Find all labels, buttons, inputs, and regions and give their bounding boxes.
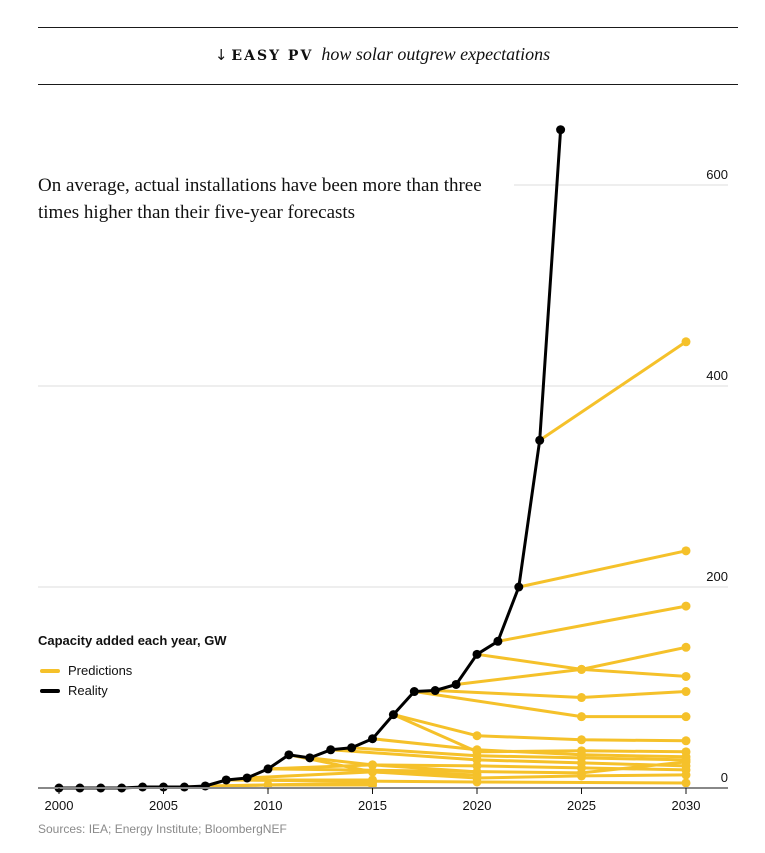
prediction-line-2008 (224, 778, 688, 785)
reality-point-2007 (200, 781, 210, 791)
legend-item-predictions: Predictions (40, 663, 132, 678)
header-subtitle: how solar outgrew expectations (321, 44, 551, 64)
legend-item-reality: Reality (40, 683, 108, 698)
reality-point-2005 (159, 782, 168, 792)
reality-point-2010 (263, 764, 273, 774)
prediction-point (681, 712, 691, 722)
prediction-line-2021 (496, 604, 688, 643)
reality-point-2023 (535, 435, 545, 445)
reality-point-2012 (305, 753, 315, 763)
prediction-line-2016 (391, 713, 688, 754)
chart-headline: On average, actual installations have be… (38, 172, 514, 226)
reality-point-2021 (493, 636, 503, 646)
y-tick-label-600: 600 (706, 167, 728, 182)
prediction-line-2016 (391, 713, 688, 743)
reality-point-2024 (556, 125, 566, 135)
reality-line (59, 129, 563, 790)
prediction-point (577, 712, 586, 722)
prediction-line-2014 (350, 746, 688, 762)
prediction-point (681, 736, 691, 746)
prediction-line-2019 (454, 645, 688, 686)
prediction-point (681, 671, 691, 681)
reality-point-2018 (430, 686, 440, 696)
legend-title: Capacity added each year, GW (38, 633, 227, 648)
prediction-point (681, 642, 691, 652)
prediction-point (681, 778, 691, 788)
x-tick-label-2000: 2000 (45, 798, 74, 813)
reality-point-2020 (472, 649, 482, 659)
prediction-point (577, 746, 586, 756)
prediction-point (368, 760, 377, 770)
y-tick-label-200: 200 (706, 569, 728, 584)
prediction-line-2023 (538, 340, 688, 442)
prediction-point (472, 731, 482, 741)
legend-swatch-reality (40, 688, 60, 693)
legend-label-reality: Reality (68, 683, 108, 698)
reality-point-2022 (514, 582, 524, 592)
reality-point-2004 (138, 782, 148, 792)
prediction-point (472, 747, 482, 757)
prediction-point (681, 546, 691, 556)
prediction-line-2022 (517, 549, 688, 589)
top-rule (38, 27, 738, 28)
header-kicker: EASY PV (231, 48, 314, 64)
y-tick-label-400: 400 (706, 368, 728, 383)
prediction-point (577, 735, 586, 745)
prediction-point (681, 337, 691, 347)
y-tick-label-0: 0 (721, 770, 728, 785)
arrow-down-icon: ↓ (214, 46, 228, 64)
prediction-point (681, 601, 691, 611)
prediction-point (472, 777, 482, 787)
x-tick-label-2020: 2020 (463, 798, 492, 813)
prediction-point (681, 747, 691, 757)
prediction-line-2007 (203, 781, 374, 788)
legend-swatch-predictions (40, 668, 60, 673)
reality-point-2013 (326, 745, 336, 755)
x-tick-label-2025: 2025 (567, 798, 596, 813)
reality-point-2008 (221, 775, 231, 785)
reality-point-2017 (409, 687, 419, 697)
reality-point-2019 (451, 679, 461, 689)
bottom-rule (38, 84, 738, 85)
legend-label-predictions: Predictions (68, 663, 133, 678)
reality-point-2016 (388, 710, 398, 720)
prediction-point (577, 768, 586, 778)
prediction-point (577, 664, 586, 674)
grid-layer (38, 184, 728, 588)
prediction-point (681, 687, 691, 697)
x-tick-label-2015: 2015 (358, 798, 387, 813)
source-note: Sources: IEA; Energy Institute; Bloomber… (38, 822, 287, 836)
prediction-line-2013 (329, 748, 688, 768)
prediction-line-2018 (433, 689, 688, 699)
prediction-point (681, 757, 691, 767)
x-tick-label-2030: 2030 (672, 798, 701, 813)
prediction-point (577, 693, 586, 703)
reality-point-2011 (284, 750, 294, 760)
reality-point-2015 (368, 734, 377, 744)
reality-point-2006 (179, 782, 189, 792)
x-tick-label-2005: 2005 (149, 798, 178, 813)
x-tick-label-2010: 2010 (254, 798, 283, 813)
reality-point-2009 (242, 773, 252, 783)
reality-point-2014 (347, 743, 357, 753)
chart-header: ↓ EASY PV how solar outgrew expectations (0, 44, 765, 65)
axis-layer: 0 200 400 600 2000 2005 2010 2015 2020 2025 2030 (38, 167, 728, 813)
predictions-layer (182, 337, 691, 790)
